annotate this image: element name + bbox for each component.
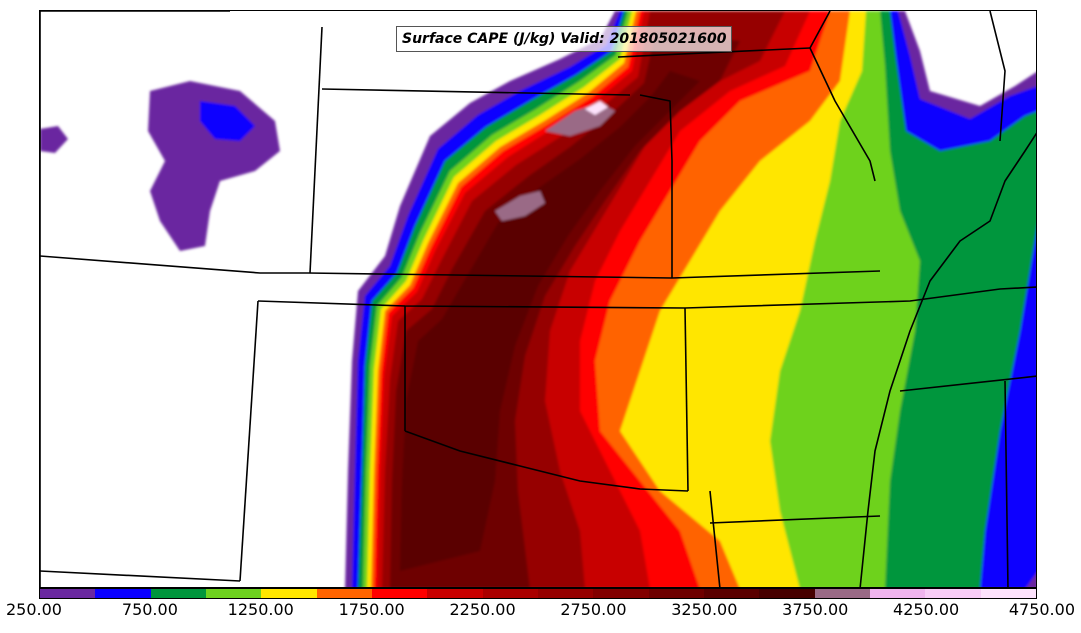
colorbar-segment [980,589,1036,598]
border-co-south [40,570,241,582]
cape-band-3250 [400,71,700,571]
colorbar-segment [925,589,981,598]
border-tn-north [899,375,1036,392]
colorbar-segment [40,589,96,598]
colorbar-segment [814,589,870,598]
border-ok-north [684,307,689,492]
border-mississippi-river [859,132,1036,587]
border-ky [1004,380,1009,587]
cape-shading [40,11,1036,587]
colorbar-tick-label: 250.00 [6,600,62,619]
border-ar-south [709,515,881,524]
border-mo-east [639,94,673,278]
colorbar-segment [593,589,649,598]
border-ks-north [307,272,673,279]
colorbar-tick-label: 750.00 [121,600,178,619]
border-ia-mo [671,270,881,279]
colorbar-segment [482,589,538,598]
border-co-east [239,300,259,582]
colorbar-segment [205,589,262,598]
cape-band-4500-spot [585,101,608,115]
border-co-wy [40,255,308,274]
colorbar-segment [703,589,760,598]
colorbar-tick-label: 3250.00 [671,600,738,619]
colorbar-tick-label: 2750.00 [560,600,627,619]
colorbar-tick-label: 1750.00 [338,600,405,619]
map-title: Surface CAPE (J/kg) Valid: 201805021600 [396,26,733,52]
colorbar-ticks: 250.00 750.00 1250.00 1750.00 2250.00 2750.00… [0,600,1081,624]
colorbar-tick-label: 4250.00 [893,600,960,619]
colorbar-segment [537,589,594,598]
cape-band-500-west [200,101,255,141]
border-ne-sd-west [309,26,323,274]
border-red-river [404,430,689,492]
colorbar-tick-label: 1250.00 [227,600,294,619]
cape-contour-layer [40,11,1036,587]
cape-band-3750-spot2 [495,191,545,221]
colorbar-segment [371,589,428,598]
border-ia-north [617,47,811,58]
border-ar-la [709,490,721,587]
colorbar-tick-label: 3750.00 [782,600,849,619]
cape-colorbar [39,588,1037,599]
colorbar-segment [316,589,372,598]
state-borders [40,11,1036,587]
border-mn-wi [809,11,831,49]
colorbar-segment [648,589,704,598]
colorbar-segment [95,589,151,598]
border-ne-north [321,88,631,96]
colorbar-segment [261,589,317,598]
border-east-lake [989,11,1006,142]
border-mo-ar [684,286,1036,309]
colorbar-segment [150,589,206,598]
cape-band-250-west2 [40,126,68,153]
colorbar-segment [869,589,926,598]
colorbar-tick-label: 4750.00 [1008,600,1075,619]
colorbar-segment [759,589,815,598]
cape-map: Surface CAPE (J/kg) Valid: 201805021600 [39,10,1037,588]
border-mn-east [809,47,876,182]
colorbar-segment [427,589,483,598]
colorbar-tick-label: 2250.00 [449,600,516,619]
